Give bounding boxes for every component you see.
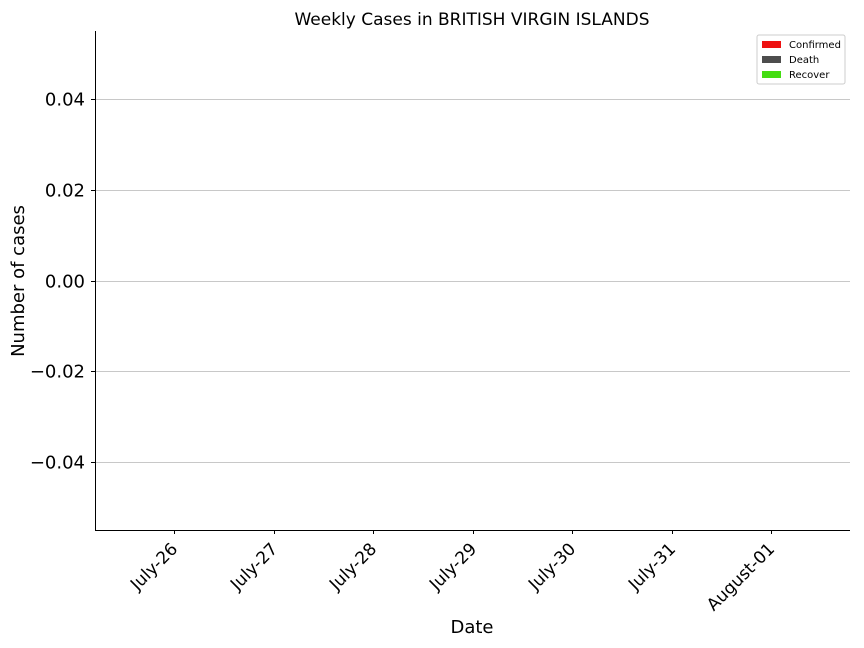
x-tick-label: July-26 bbox=[126, 539, 182, 595]
axes bbox=[95, 31, 850, 531]
x-tick-label: July-31 bbox=[624, 539, 680, 595]
y-tick-label: 0.02 bbox=[45, 181, 85, 202]
y-tick-label: −0.04 bbox=[30, 453, 85, 474]
gridlines bbox=[95, 99, 850, 463]
x-tick-label: July-27 bbox=[226, 539, 282, 595]
legend-swatch-death bbox=[762, 56, 781, 63]
x-tick-label: August-01 bbox=[703, 539, 779, 615]
legend-swatch-recover bbox=[762, 71, 781, 78]
chart-title: Weekly Cases in BRITISH VIRGIN ISLANDS bbox=[294, 10, 649, 30]
legend-label-death: Death bbox=[789, 55, 819, 66]
x-tick-label: July-29 bbox=[425, 539, 481, 595]
x-axis-label: Date bbox=[450, 617, 493, 638]
x-tick-label: July-28 bbox=[325, 539, 381, 595]
x-ticks: July-26 July-27 July-28 July-29 July-30 July-… bbox=[126, 530, 779, 615]
y-tick-label: 0.00 bbox=[45, 272, 85, 293]
y-tick-label: −0.02 bbox=[30, 362, 85, 383]
y-tick-label: 0.04 bbox=[45, 90, 85, 111]
legend-swatch-confirmed bbox=[762, 41, 781, 48]
legend: Confirmed Death Recover bbox=[756, 34, 846, 85]
y-axis-label: Number of cases bbox=[8, 205, 29, 357]
legend-label-confirmed: Confirmed bbox=[789, 40, 841, 51]
y-ticks: 0.04 0.02 0.00 −0.02 −0.04 bbox=[30, 90, 95, 474]
legend-label-recover: Recover bbox=[789, 70, 830, 81]
x-tick-label: July-30 bbox=[524, 539, 580, 595]
